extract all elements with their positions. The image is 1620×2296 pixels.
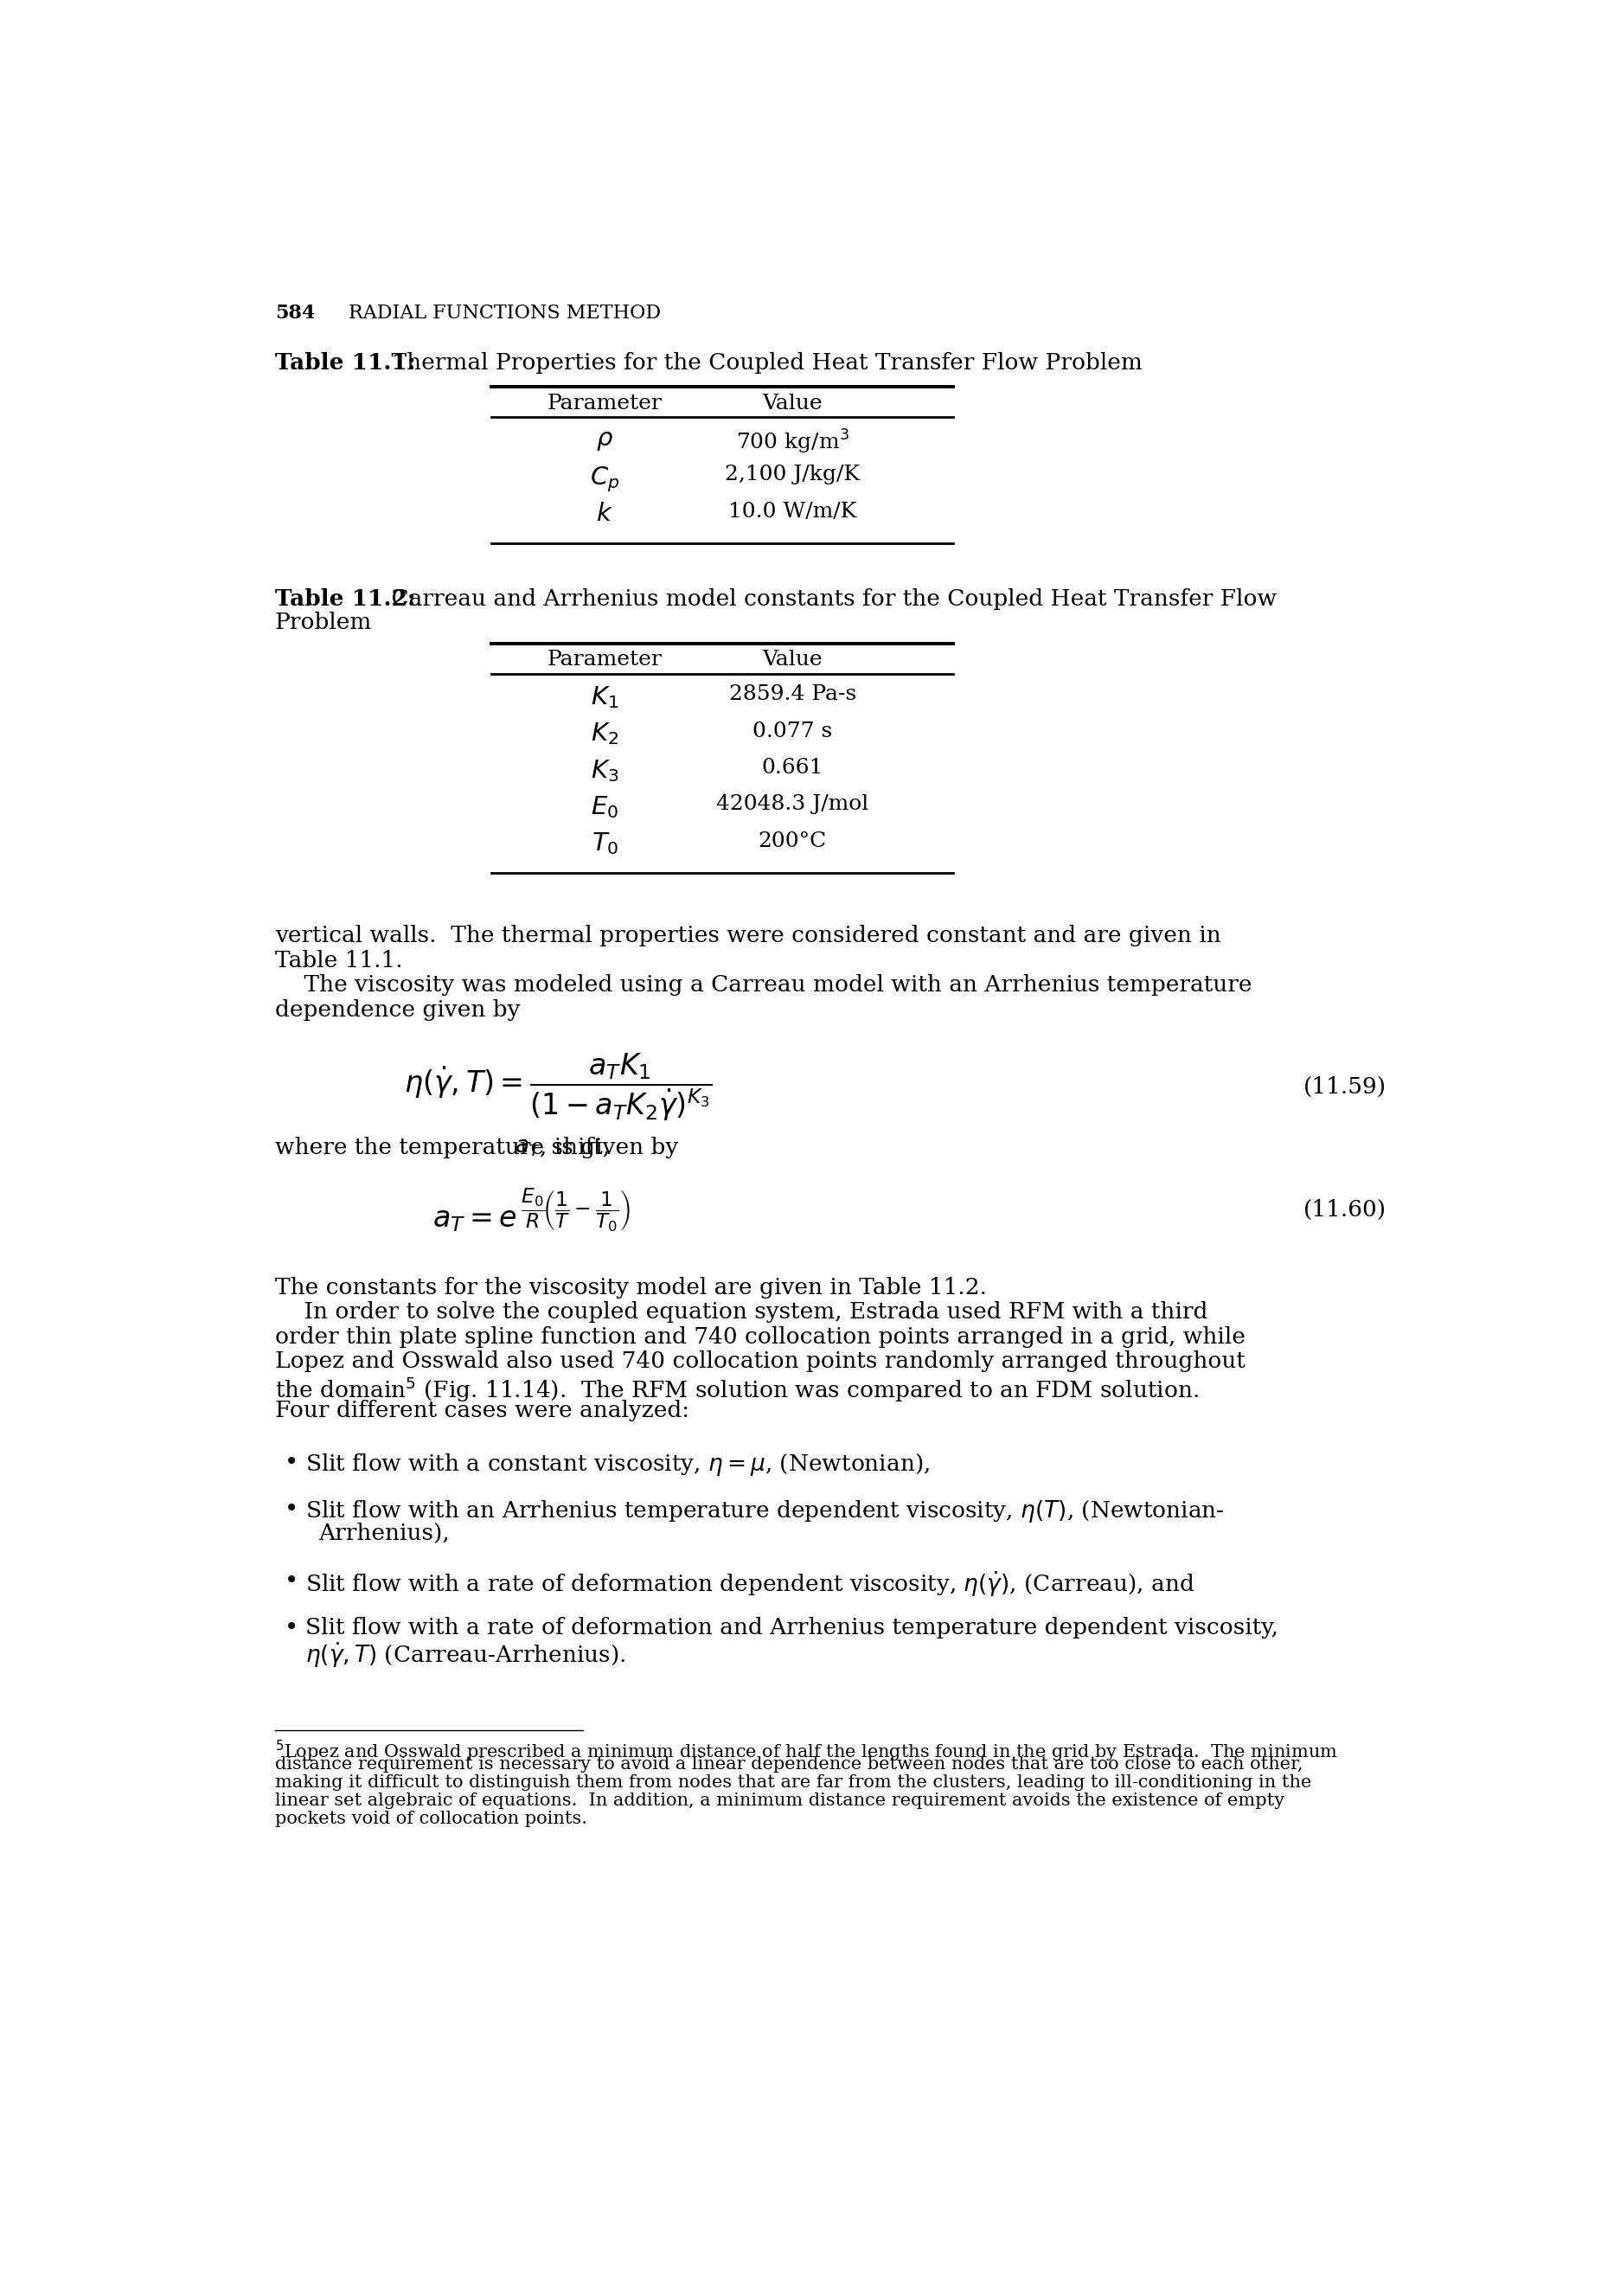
Text: •: • [284, 1451, 298, 1474]
Text: 2,100 J/kg/K: 2,100 J/kg/K [724, 464, 860, 484]
Text: $T_0$: $T_0$ [591, 831, 619, 856]
Text: $^5$Lopez and Osswald prescribed a minimum distance of half the lengths found in: $^5$Lopez and Osswald prescribed a minim… [275, 1738, 1336, 1763]
Text: linear set algebraic of equations.  In addition, a minimum distance requirement : linear set algebraic of equations. In ad… [275, 1793, 1285, 1809]
Text: RADIAL FUNCTIONS METHOD: RADIAL FUNCTIONS METHOD [348, 303, 661, 321]
Text: 10.0 W/m/K: 10.0 W/m/K [727, 501, 857, 521]
Text: $a_T$: $a_T$ [515, 1137, 541, 1159]
Text: Lopez and Osswald also used 740 collocation points randomly arranged throughout: Lopez and Osswald also used 740 collocat… [275, 1350, 1244, 1373]
Text: Carreau and Arrhenius model constants for the Coupled Heat Transfer Flow: Carreau and Arrhenius model constants fo… [361, 588, 1277, 611]
Text: pockets void of collocation points.: pockets void of collocation points. [275, 1809, 586, 1828]
Text: (11.60): (11.60) [1302, 1199, 1385, 1221]
Text: •: • [284, 1570, 298, 1593]
Text: The constants for the viscosity model are given in Table 11.2.: The constants for the viscosity model ar… [275, 1277, 987, 1297]
Text: (11.59): (11.59) [1302, 1077, 1385, 1097]
Text: dependence given by: dependence given by [275, 999, 520, 1019]
Text: $\eta(\dot{\gamma},T) = \dfrac{a_T K_1}{(1 - a_T K_2 \dot{\gamma})^{K_3}}$: $\eta(\dot{\gamma},T) = \dfrac{a_T K_1}{… [403, 1052, 711, 1123]
Text: Value: Value [761, 650, 823, 670]
Text: $K_1$: $K_1$ [591, 684, 619, 709]
Text: In order to solve the coupled equation system, Estrada used RFM with a third: In order to solve the coupled equation s… [275, 1302, 1207, 1322]
Text: Thermal Properties for the Coupled Heat Transfer Flow Problem: Thermal Properties for the Coupled Heat … [361, 351, 1142, 374]
Text: $C_p$: $C_p$ [590, 464, 619, 494]
Text: 200°C: 200°C [758, 831, 826, 852]
Text: $K_3$: $K_3$ [590, 758, 619, 783]
Text: distance requirement is necessary to avoid a linear dependence between nodes tha: distance requirement is necessary to avo… [275, 1756, 1302, 1773]
Text: 0.661: 0.661 [761, 758, 823, 778]
Text: the domain$^5$ (Fig. 11.14).  The RFM solution was compared to an FDM solution.: the domain$^5$ (Fig. 11.14). The RFM sol… [275, 1375, 1199, 1405]
Text: Slit flow with a rate of deformation dependent viscosity, $\eta(\dot{\gamma})$, : Slit flow with a rate of deformation dep… [305, 1570, 1194, 1598]
Text: 0.077 s: 0.077 s [752, 721, 833, 742]
Text: Four different cases were analyzed:: Four different cases were analyzed: [275, 1401, 689, 1421]
Text: The viscosity was modeled using a Carreau model with an Arrhenius temperature: The viscosity was modeled using a Carrea… [275, 974, 1251, 996]
Text: Slit flow with a rate of deformation and Arrhenius temperature dependent viscosi: Slit flow with a rate of deformation and… [305, 1616, 1278, 1639]
Text: vertical walls.  The thermal properties were considered constant and are given i: vertical walls. The thermal properties w… [275, 925, 1220, 946]
Text: Slit flow with a constant viscosity, $\eta = \mu$, (Newtonian),: Slit flow with a constant viscosity, $\e… [305, 1451, 930, 1476]
Text: Table 11.1:: Table 11.1: [275, 351, 415, 374]
Text: 584: 584 [275, 303, 314, 321]
Text: Parameter: Parameter [548, 393, 663, 413]
Text: •: • [284, 1499, 298, 1522]
Text: $E_0$: $E_0$ [591, 794, 619, 820]
Text: where the temperature shift,: where the temperature shift, [275, 1137, 617, 1159]
Text: Parameter: Parameter [548, 650, 663, 670]
Text: $\rho$: $\rho$ [596, 427, 614, 452]
Text: Problem: Problem [275, 613, 373, 634]
Text: order thin plate spline function and 740 collocation points arranged in a grid, : order thin plate spline function and 740… [275, 1327, 1244, 1348]
Text: $\eta(\dot{\gamma}, T)$ (Carreau-Arrhenius).: $\eta(\dot{\gamma}, T)$ (Carreau-Arrheni… [305, 1642, 625, 1669]
Text: making it difficult to distinguish them from nodes that are far from the cluster: making it difficult to distinguish them … [275, 1775, 1311, 1791]
Text: , is given by: , is given by [539, 1137, 679, 1159]
Text: $K_2$: $K_2$ [591, 721, 619, 746]
Text: Table 11.1.: Table 11.1. [275, 951, 402, 971]
Text: $a_T = e^{\,\dfrac{E_0}{R}\!\left(\dfrac{1}{T}-\dfrac{1}{T_0}\right)}$: $a_T = e^{\,\dfrac{E_0}{R}\!\left(\dfrac… [433, 1187, 630, 1233]
Text: 700 kg/m$^3$: 700 kg/m$^3$ [735, 427, 849, 457]
Text: •: • [284, 1616, 298, 1639]
Text: Value: Value [761, 393, 823, 413]
Text: 42048.3 J/mol: 42048.3 J/mol [716, 794, 868, 815]
Text: 2859.4 Pa-s: 2859.4 Pa-s [729, 684, 855, 705]
Text: $k$: $k$ [596, 501, 612, 526]
Text: Slit flow with an Arrhenius temperature dependent viscosity, $\eta(T)$, (Newtoni: Slit flow with an Arrhenius temperature … [305, 1499, 1223, 1525]
Text: Arrhenius),: Arrhenius), [319, 1522, 450, 1545]
Text: Table 11.2:: Table 11.2: [275, 588, 415, 611]
